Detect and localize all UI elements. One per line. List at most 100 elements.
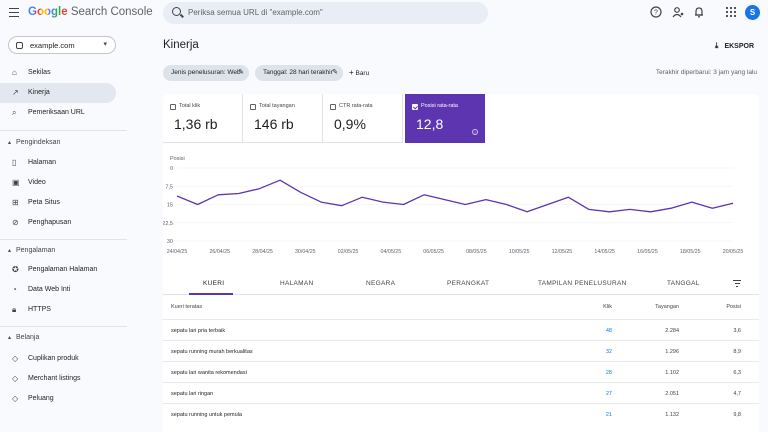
section-title: Pengalaman <box>16 247 56 254</box>
y-axis-label: Posisi <box>170 156 185 162</box>
filter-chip-date[interactable]: Tanggal: 28 hari terakhir ✎ <box>255 65 343 81</box>
x-tick-label: 24/04/25 <box>167 249 188 255</box>
top-bar: Google Search Console Periksa semua URL … <box>0 0 768 27</box>
tab-queries[interactable]: KUERI <box>203 280 225 287</box>
sidebar-item-label: Kinerja <box>28 89 50 96</box>
sidebar-item-video[interactable]: ▣ Video <box>0 173 116 193</box>
column-header-position[interactable]: Posisi <box>726 304 741 310</box>
sidebar-item-performance[interactable]: ↗ Kinerja <box>0 83 116 103</box>
section-indexing[interactable]: ▴ Pengindeksan <box>8 139 61 146</box>
menu-icon[interactable] <box>9 8 19 17</box>
download-icon: ⤓ <box>714 41 719 50</box>
sidebar-item-opportunities[interactable]: ◇ Peluang <box>0 389 116 409</box>
metric-label: Posisi rata-rata <box>421 103 458 109</box>
apps-icon[interactable] <box>724 6 738 20</box>
table-row[interactable]: sepatu running murah berkualitas 32 1.29… <box>163 340 759 361</box>
property-name: example.com <box>30 41 75 50</box>
notifications-icon[interactable] <box>692 6 706 20</box>
x-tick-label: 02/05/25 <box>338 249 359 255</box>
metric-value: 1,36 rb <box>174 116 218 132</box>
clicks-cell: 28 <box>605 370 612 376</box>
tab-devices[interactable]: PERANGKAT <box>447 280 490 287</box>
tab-search-appearance[interactable]: TAMPILAN PENELUSURAN <box>538 280 627 287</box>
last-updated: Terakhir diperbarui: 3 jam yang lalu <box>655 69 757 76</box>
x-tick-label: 14/05/25 <box>594 249 615 255</box>
manage-accounts-icon[interactable] <box>671 6 685 20</box>
chart-background <box>163 153 759 278</box>
impressions-cell: 1.296 <box>665 349 679 355</box>
column-header-impressions[interactable]: Tayangan <box>655 304 679 310</box>
home-icon: ⌂ <box>12 68 17 77</box>
checkbox-checked-icon <box>412 104 418 110</box>
metric-average-ctr[interactable]: CTR rata-rata 0,9% <box>323 94 403 143</box>
tab-countries[interactable]: NEGARA <box>366 280 396 287</box>
logo-google: Google <box>28 6 68 18</box>
avatar[interactable]: S <box>745 5 760 20</box>
help-icon[interactable]: ? <box>472 129 478 135</box>
sidebar-item-label: Data Web Inti <box>28 286 71 293</box>
y-tick-label: 30 <box>167 239 173 245</box>
x-tick-label: 30/04/25 <box>295 249 316 255</box>
table-row[interactable]: sepatu running untuk pemula 21 1.132 9,8 <box>163 403 759 424</box>
x-tick-label: 12/05/25 <box>552 249 573 255</box>
app-logo[interactable]: Google Search Console <box>28 6 153 18</box>
tab-pages[interactable]: HALAMAN <box>280 280 314 287</box>
sidebar-item-sitemaps[interactable]: ⊞ Peta Situs <box>0 193 116 213</box>
column-header-clicks[interactable]: Klik <box>603 304 612 310</box>
plus-icon: + <box>349 68 354 77</box>
sidebar-item-pages[interactable]: ▯ Halaman <box>0 153 116 173</box>
sidebar-item-https[interactable]: 🔒︎ HTTPS <box>0 300 116 320</box>
x-tick-label: 16/05/25 <box>637 249 658 255</box>
checkbox-icon <box>170 104 176 110</box>
sidebar-item-label: Peta Situs <box>28 199 60 206</box>
section-shopping[interactable]: ▴ Belanja <box>8 334 40 341</box>
position-cell: 8,9 <box>733 349 741 355</box>
filter-icon[interactable] <box>733 280 741 288</box>
y-tick-label: 15 <box>167 203 173 209</box>
clicks-cell: 32 <box>605 349 612 355</box>
table-row[interactable]: sepatu lari pria terbaik 48 2.284 3,6 <box>163 319 759 340</box>
metric-label: CTR rata-rata <box>339 103 373 109</box>
table-row[interactable]: sepatu lari wanita rekomendasi 28 1.102 … <box>163 361 759 382</box>
search-input[interactable]: Periksa semua URL di "example.com" <box>188 8 323 17</box>
export-label: EKSPOR <box>724 43 754 50</box>
metric-average-position[interactable]: Posisi rata-rata 12,8 ? <box>405 94 485 143</box>
sidebar-item-product-snippets[interactable]: ◇ Cuplikan produk <box>0 349 116 369</box>
tab-dates[interactable]: TANGGAL <box>667 280 700 287</box>
edit-icon: ✎ <box>238 69 244 76</box>
help-icon[interactable]: ? <box>649 6 663 20</box>
query-cell: sepatu running murah berkualitas <box>171 349 253 355</box>
sidebar-item-label: Penghapusan <box>28 219 72 226</box>
sitemap-icon: ⊞ <box>12 198 19 207</box>
property-selector[interactable]: example.com ▾ <box>8 36 116 54</box>
edit-icon: ✎ <box>332 69 338 76</box>
sidebar: example.com ▾ ⌂ Sekilas ↗ Kinerja ⌕ Peme… <box>0 27 127 432</box>
y-tick-label: 7,5 <box>165 184 173 190</box>
url-inspection-search[interactable]: Periksa semua URL di "example.com" <box>163 2 488 24</box>
metric-value: 12,8 <box>416 116 444 132</box>
filter-chip-search-type[interactable]: Jenis penelusuran: Web ✎ <box>163 65 249 81</box>
sidebar-item-overview[interactable]: ⌂ Sekilas <box>0 63 116 83</box>
removal-icon: ⊘ <box>12 218 19 227</box>
sidebar-item-page-experience[interactable]: ✪ Pengalaman Halaman <box>0 260 116 280</box>
sidebar-item-core-web-vitals[interactable]: ◔ Data Web Inti <box>0 280 116 300</box>
page-title: Kinerja <box>163 39 199 51</box>
table-row[interactable]: sepatu lari ringan 27 2.051 4,7 <box>163 382 759 403</box>
position-cell: 4,7 <box>733 391 741 397</box>
merchant-icon: ◇ <box>12 374 19 383</box>
query-cell: sepatu lari wanita rekomendasi <box>171 370 247 376</box>
series-line <box>176 179 734 213</box>
export-button[interactable]: ⤓ EKSPOR <box>715 41 754 51</box>
metric-total-clicks[interactable]: Total klik 1,36 rb <box>163 94 243 143</box>
sidebar-item-merchant-listings[interactable]: ◇ Merchant listings <box>0 369 116 389</box>
sidebar-item-removals[interactable]: ⊘ Penghapusan <box>0 213 116 233</box>
speed-icon: ◔ <box>12 285 17 294</box>
checkbox-icon <box>330 104 336 110</box>
impressions-cell: 1.132 <box>665 412 679 418</box>
x-tick-label: 10/05/25 <box>509 249 530 255</box>
x-tick-label: 28/04/25 <box>252 249 273 255</box>
metric-total-impressions[interactable]: Total tayangan 146 rb <box>243 94 323 143</box>
section-experience[interactable]: ▴ Pengalaman <box>8 247 56 254</box>
sidebar-item-url-inspection[interactable]: ⌕ Pemeriksaan URL <box>0 103 116 123</box>
new-filter-button[interactable]: + Baru <box>349 68 369 77</box>
